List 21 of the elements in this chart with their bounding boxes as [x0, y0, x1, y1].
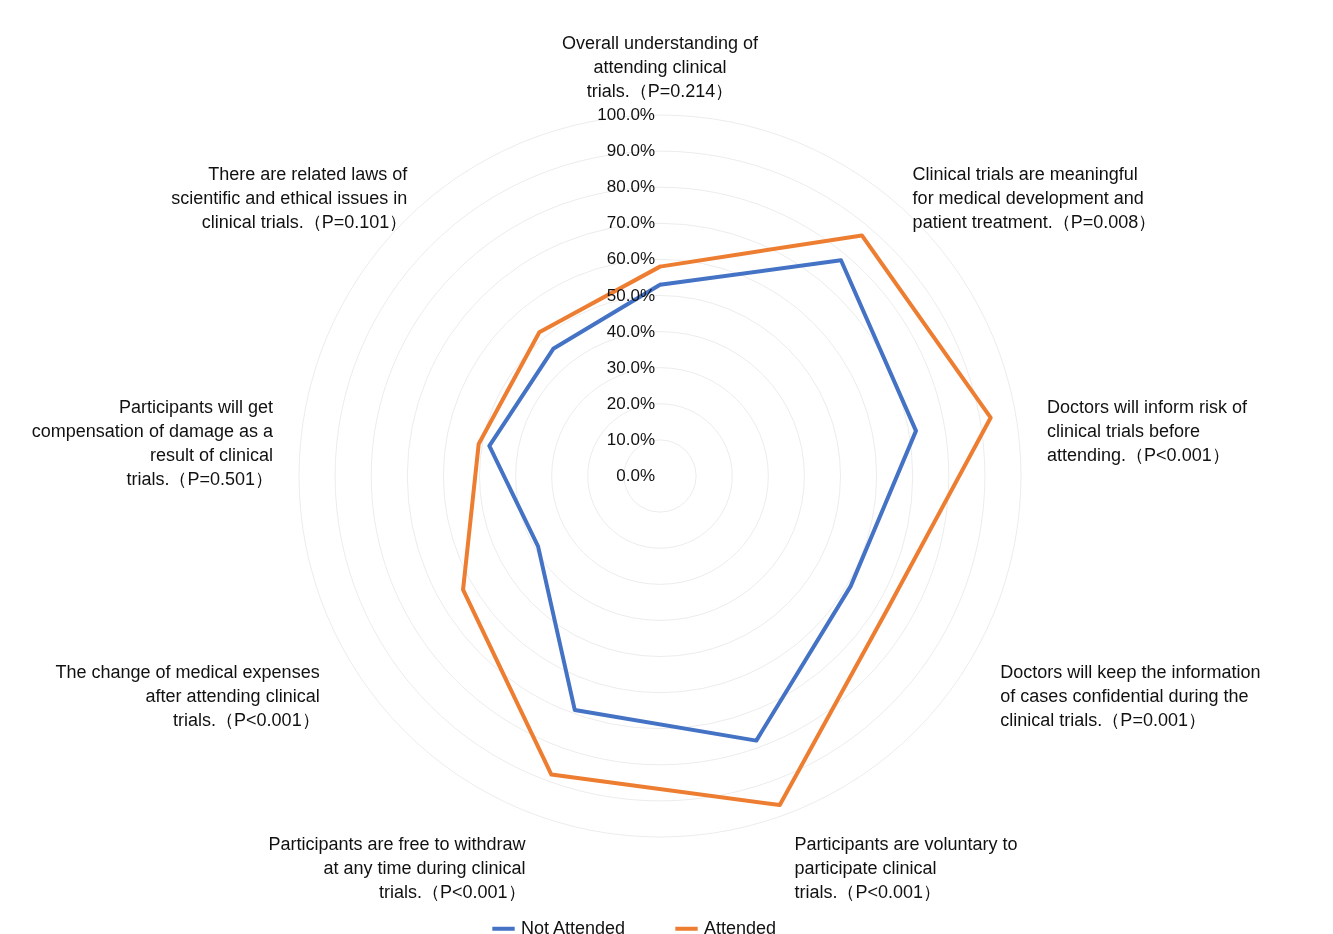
spoke-label: Participants are voluntary to participate clinical trials.（P<0.001）	[794, 834, 1018, 903]
spoke-label: Overall understanding of attending clinical trials.（P=0.214）	[561, 33, 760, 101]
spoke-label: Doctors will inform risk of clinical trials before attending.（P<0.001）	[1047, 396, 1249, 465]
y-tick-label: 80.0%	[606, 177, 655, 197]
spoke-label: Doctors will keep the information of cases confidential during the clinical trials.（P=0.001）	[1000, 661, 1261, 730]
legend-label: Attended	[704, 917, 777, 934]
y-tick-label: 60.0%	[606, 249, 655, 269]
spoke-label: The change of medical expenses after attending clinical trials.（P<0.001）	[55, 661, 320, 730]
spoke-label: Participants are free to withdraw at any time during clinical trials.（P<0.001）	[268, 834, 527, 903]
y-tick-label: 0.0%	[616, 466, 655, 485]
spoke-label: Participants will get compensation of damage as a result of clinical trials.（P=0.501）	[31, 396, 274, 489]
y-tick-label: 20.0%	[606, 393, 655, 413]
y-tick-label: 40.0%	[606, 321, 655, 341]
spoke-label: Clinical trials are meaningful for medical development and patient treatment.（P=0.008）	[912, 163, 1157, 232]
y-tick-label: 30.0%	[606, 357, 655, 377]
legend-label: Not Attended	[521, 917, 626, 934]
y-tick-label: 100.0%	[597, 105, 655, 124]
spoke-label: There are related laws of scientific and ethical issues in clinical trials.（P=0.101）	[171, 163, 409, 232]
y-tick-label: 90.0%	[606, 141, 655, 161]
y-tick-label: 70.0%	[606, 213, 655, 233]
y-tick-label: 10.0%	[606, 429, 655, 449]
